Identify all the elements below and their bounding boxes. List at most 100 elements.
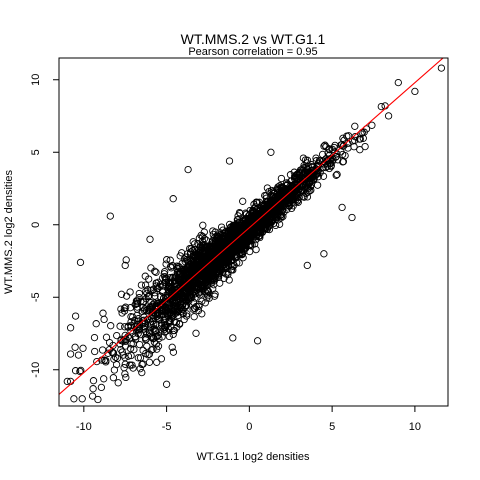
- data-point: [244, 215, 253, 223]
- data-point: [114, 379, 122, 387]
- data-point: [92, 320, 100, 328]
- data-point: [136, 354, 145, 362]
- plot-frame: [58, 57, 449, 407]
- data-point: [182, 268, 190, 277]
- data-point: [229, 223, 238, 231]
- data-point: [77, 366, 85, 375]
- x-tick-label: 10: [409, 421, 421, 433]
- data-point: [199, 232, 207, 241]
- data-point: [118, 309, 126, 317]
- data-point: [163, 256, 171, 264]
- regression-line: [59, 58, 444, 396]
- data-point: [340, 141, 348, 150]
- data-point: [332, 171, 340, 179]
- data-point: [267, 148, 275, 156]
- data-point: [220, 257, 228, 266]
- data-point: [377, 102, 385, 111]
- chart-title: WT.MMS.2 vs WT.G1.1: [181, 31, 326, 47]
- data-point: [147, 298, 155, 307]
- data-point: [170, 318, 178, 326]
- data-point: [135, 326, 143, 334]
- data-point: [189, 238, 197, 246]
- data-point: [113, 354, 122, 362]
- data-point: [105, 338, 114, 347]
- data-point: [225, 233, 234, 241]
- x-tick-label: 5: [329, 421, 335, 433]
- data-point: [207, 243, 215, 251]
- data-point: [168, 262, 177, 270]
- data-point: [242, 243, 250, 252]
- data-point: [102, 358, 110, 366]
- y-axis-label: WT.MMS.2 log2 densities: [3, 169, 15, 294]
- data-point: [211, 228, 220, 236]
- data-point: [184, 165, 192, 174]
- data-point: [230, 246, 238, 254]
- data-point: [338, 203, 346, 212]
- data-point: [172, 297, 180, 306]
- data-point: [268, 210, 277, 218]
- data-point: [207, 269, 216, 278]
- data-point: [169, 195, 177, 203]
- data-point: [321, 141, 329, 149]
- data-point: [71, 343, 79, 351]
- data-point: [163, 294, 171, 302]
- data-point: [240, 216, 248, 224]
- data-point: [146, 316, 154, 324]
- data-point: [88, 392, 97, 400]
- data-point: [145, 275, 153, 283]
- data-point: [361, 142, 369, 151]
- data-point: [161, 303, 169, 311]
- data-point: [194, 240, 202, 248]
- data-point: [225, 157, 234, 165]
- data-point: [206, 250, 214, 259]
- data-point: [161, 278, 169, 287]
- data-point: [141, 281, 150, 289]
- data-point: [266, 199, 275, 208]
- data-point: [262, 216, 270, 224]
- data-point: [138, 368, 146, 377]
- data-point: [197, 249, 205, 257]
- data-point: [313, 181, 322, 189]
- data-point: [71, 367, 80, 375]
- data-point: [209, 261, 217, 269]
- data-point: [322, 163, 330, 172]
- data-point: [142, 328, 150, 336]
- data-point: [169, 330, 177, 339]
- data-point: [191, 294, 199, 302]
- data-point: [290, 183, 298, 191]
- data-point: [111, 353, 120, 361]
- x-axis-label: WT.G1.1 log2 densities: [196, 451, 310, 463]
- data-point: [285, 201, 294, 210]
- data-point: [272, 199, 280, 207]
- data-point: [130, 345, 138, 354]
- data-point: [89, 377, 98, 385]
- data-point: [135, 294, 143, 302]
- data-point: [161, 320, 170, 329]
- chart-subtitle: Pearson correlation = 0.95: [188, 46, 317, 58]
- data-point: [99, 309, 107, 317]
- data-point: [170, 326, 179, 335]
- data-point: [172, 287, 180, 295]
- data-point: [384, 112, 393, 120]
- data-point: [136, 365, 144, 373]
- data-point: [234, 233, 242, 242]
- data-point: [126, 288, 134, 296]
- data-point: [66, 350, 75, 358]
- data-point: [93, 357, 101, 366]
- data-point: [156, 280, 165, 289]
- data-point: [239, 197, 247, 205]
- data-point: [184, 295, 192, 303]
- data-point: [152, 279, 160, 287]
- data-point: [225, 276, 233, 284]
- data-point: [303, 261, 311, 270]
- y-tick-label: 0: [30, 222, 42, 228]
- data-point: [437, 64, 446, 72]
- data-point: [91, 347, 99, 356]
- data-point: [327, 162, 335, 171]
- data-point: [201, 253, 209, 261]
- y-tick-label: 10: [30, 74, 42, 86]
- data-point: [199, 221, 207, 229]
- y-axis: -10 -5 0 5 10: [30, 74, 59, 378]
- data-point: [183, 310, 191, 318]
